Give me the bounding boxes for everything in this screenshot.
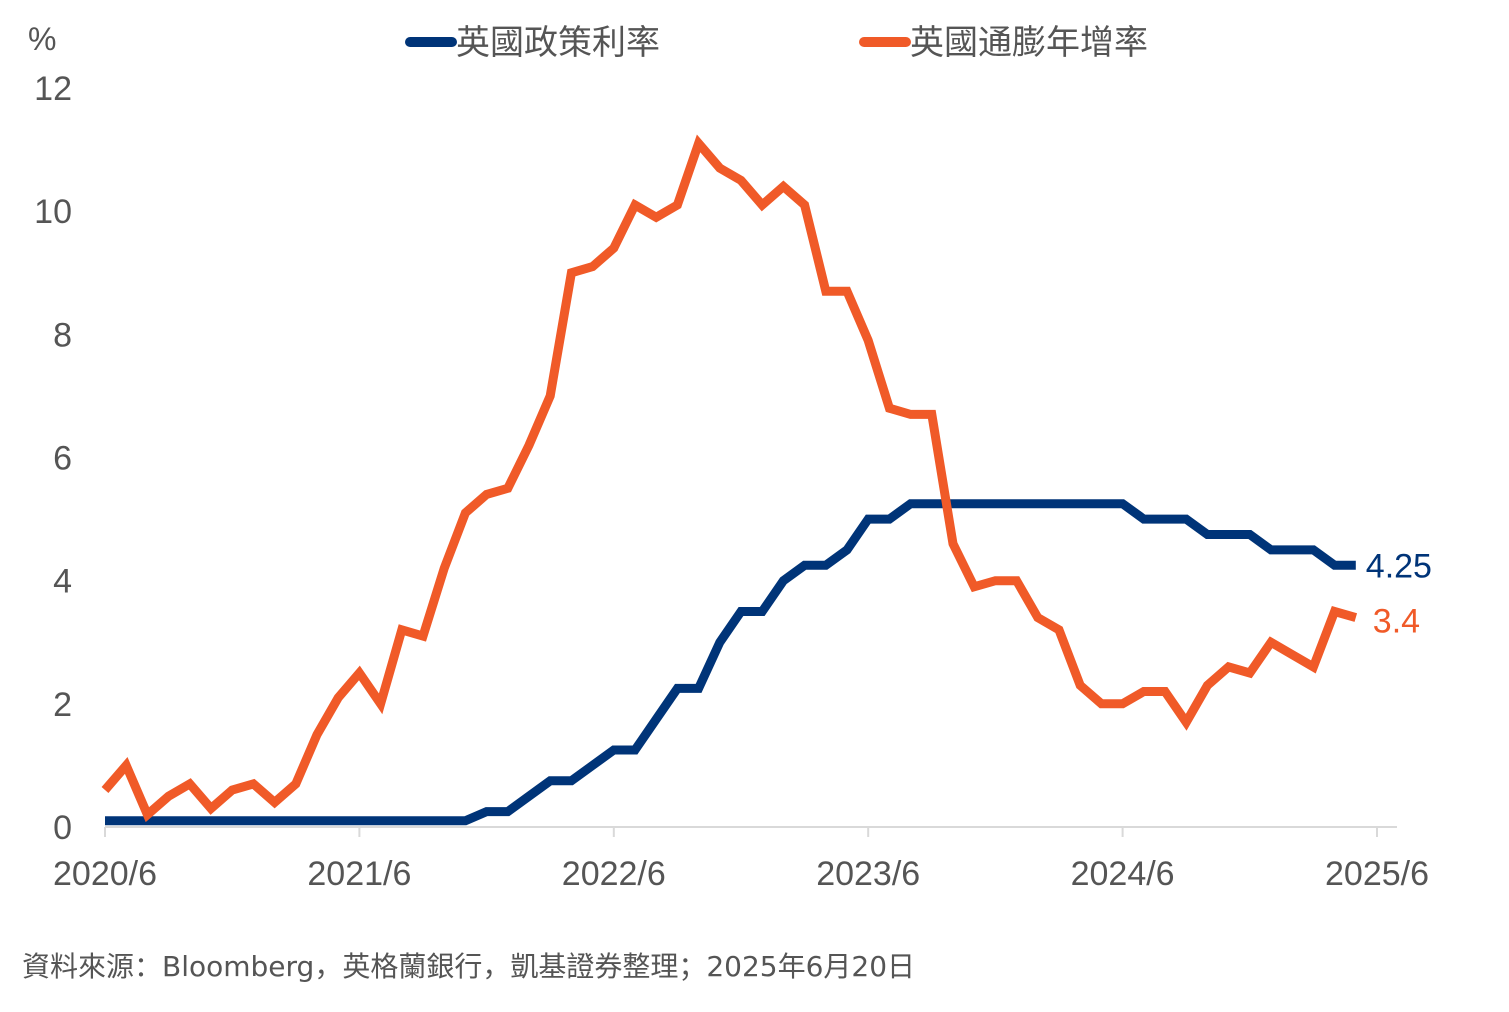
legend-label-inflation: 英國通膨年增率 xyxy=(910,23,1148,63)
x-tick-label: 2025/6 xyxy=(1325,855,1429,893)
series-lines xyxy=(101,134,1358,826)
y-tick-label: 10 xyxy=(34,193,72,231)
legend-item-inflation: 英國通膨年增率 xyxy=(859,23,1148,63)
source-note: 資料來源：Bloomberg，英格蘭銀行，凱基證券整理；2025年6月20日 xyxy=(22,950,916,983)
y-tick-label: 2 xyxy=(53,686,72,724)
x-tick-label: 2023/6 xyxy=(816,855,920,893)
x-tick-label: 2021/6 xyxy=(307,855,411,893)
legend-item-policy-rate: 英國政策利率 xyxy=(405,23,660,63)
x-axis: 2020/6 2021/6 2022/6 2023/6 2024/6 2025/6 xyxy=(53,826,1429,893)
end-labels: 4.25 3.4 xyxy=(1366,547,1432,640)
x-tick-label: 2024/6 xyxy=(1071,855,1175,893)
series-line-0 xyxy=(105,499,1356,826)
y-tick-label: 8 xyxy=(53,316,72,354)
series-line-1 xyxy=(101,134,1358,823)
chart-legend: 英國政策利率 英國通膨年增率 xyxy=(405,23,1148,63)
legend-label-policy-rate: 英國政策利率 xyxy=(456,23,660,63)
x-tick-label: 2022/6 xyxy=(562,855,666,893)
x-tick-label: 2020/6 xyxy=(53,855,157,893)
y-tick-label: 0 xyxy=(53,809,72,847)
y-tick-label: 6 xyxy=(53,440,72,478)
y-tick-label: 12 xyxy=(34,70,72,108)
series-end-label-0: 4.25 xyxy=(1366,547,1432,585)
y-axis-ticks: 0 2 4 6 8 10 12 xyxy=(34,70,72,847)
y-tick-label: 4 xyxy=(53,563,72,601)
series-end-label-1: 3.4 xyxy=(1373,603,1420,641)
y-axis-unit-label: % xyxy=(28,21,56,57)
